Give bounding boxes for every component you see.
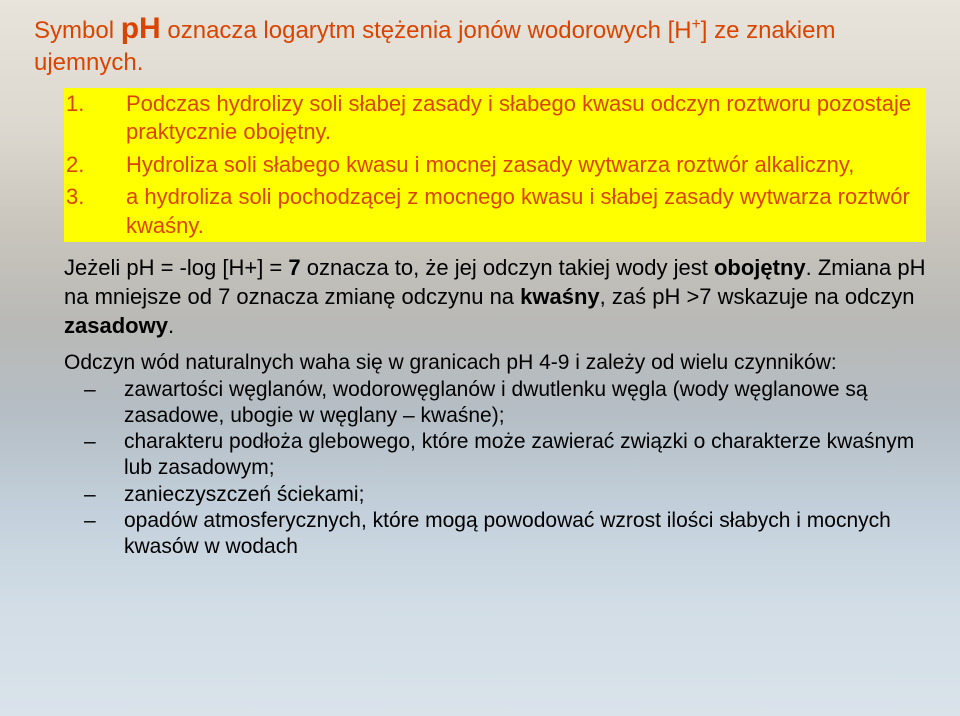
bullet-dash: –: [64, 377, 124, 403]
bullet-row: – zawartości węglanów, wodorowęglanów i …: [64, 377, 926, 430]
bottom-block: Odczyn wód naturalnych waha się w granic…: [64, 350, 926, 560]
slide-content: Symbol pH oznacza logarytm stężenia jonó…: [0, 0, 960, 580]
mid-g: , zaś pH >7 wskazuje na odczyn: [600, 284, 915, 309]
bottom-lead: Odczyn wód naturalnych waha się w granic…: [64, 350, 926, 376]
highlight-text: a hydroliza soli pochodzącej z mocnego k…: [126, 181, 924, 242]
bullet-dash: –: [64, 508, 124, 534]
mid-i: .: [168, 313, 174, 338]
bullet-text: zawartości węglanów, wodorowęglanów i dw…: [124, 377, 926, 430]
intro-pre: Symbol: [34, 17, 121, 44]
highlight-text: Hydroliza soli słabego kwasu i mocnej za…: [126, 149, 864, 182]
bullet-text: opadów atmosferycznych, które mogą powod…: [124, 508, 926, 561]
intro-post1: oznacza logarytm stężenia jonów wodorowy…: [161, 17, 692, 44]
highlight-box: 1. Podczas hydrolizy soli słabej zasady …: [64, 88, 926, 243]
bullet-dash: –: [64, 429, 124, 455]
highlight-row: 1. Podczas hydrolizy soli słabej zasady …: [64, 88, 926, 149]
highlight-text: Podczas hydrolizy soli słabej zasady i s…: [126, 88, 924, 149]
mid-d: obojętny: [714, 255, 806, 280]
mid-f: kwaśny: [520, 284, 600, 309]
intro-paragraph: Symbol pH oznacza logarytm stężenia jonó…: [34, 10, 926, 78]
bullet-text: zanieczyszczeń ściekami;: [124, 482, 926, 508]
mid-a: Jeżeli pH = -log [H+] =: [64, 255, 288, 280]
mid-c: oznacza to, że jej odczyn takiej wody je…: [301, 255, 714, 280]
highlight-num: 3.: [66, 181, 126, 212]
ph-symbol: pH: [121, 12, 161, 45]
bullet-text: charakteru podłoża glebowego, które może…: [124, 429, 926, 482]
bullet-row: – charakteru podłoża glebowego, które mo…: [64, 429, 926, 482]
intro-sup: +: [692, 16, 701, 33]
mid-b: 7: [288, 255, 300, 280]
highlight-row: 3. a hydroliza soli pochodzącej z mocneg…: [64, 181, 926, 242]
highlight-row: 2. Hydroliza soli słabego kwasu i mocnej…: [64, 149, 926, 182]
highlight-num: 1.: [66, 88, 126, 119]
mid-paragraph: Jeżeli pH = -log [H+] = 7 oznacza to, że…: [64, 254, 926, 340]
bullet-row: – zanieczyszczeń ściekami;: [64, 482, 926, 508]
mid-h: zasadowy: [64, 313, 168, 338]
highlight-num: 2.: [66, 149, 126, 180]
bullet-dash: –: [64, 482, 124, 508]
bullet-row: – opadów atmosferycznych, które mogą pow…: [64, 508, 926, 561]
